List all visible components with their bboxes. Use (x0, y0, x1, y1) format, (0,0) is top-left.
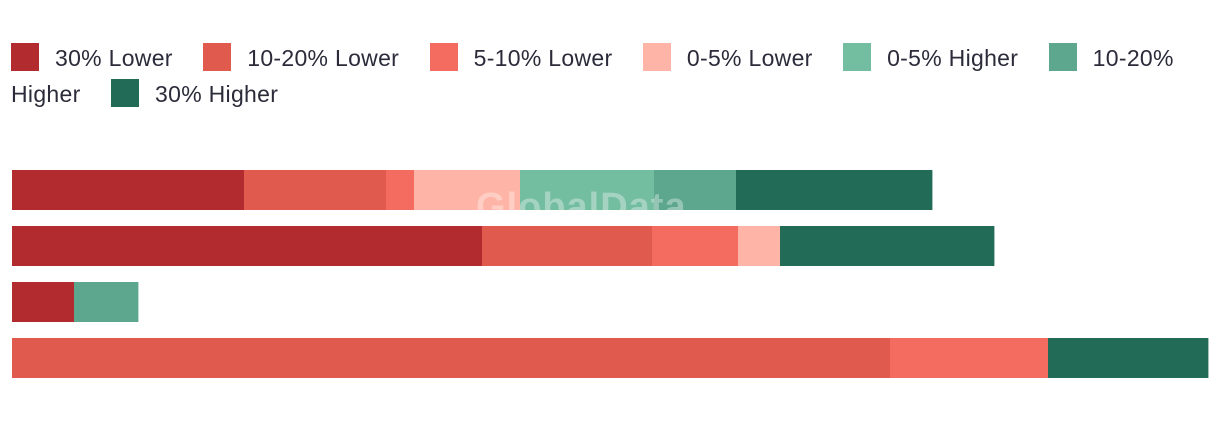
legend-label: 0-5% Lower (686, 45, 813, 71)
bar-segment (654, 170, 737, 210)
legend-label: 30% Higher (155, 81, 279, 107)
bar-segment (780, 226, 995, 266)
legend-item: 5-10% Lower (429, 43, 613, 71)
legend-label: 10-20% Higher (11, 45, 1174, 107)
bar-segment (244, 170, 387, 210)
legend-swatch (843, 43, 872, 71)
legend-swatch (429, 43, 458, 71)
legend-item: 30% Lower (11, 43, 173, 71)
bar-segment (386, 170, 415, 210)
legend-label: 10-20% Lower (247, 45, 400, 71)
legend-swatch (1048, 43, 1077, 71)
bar-segment (414, 170, 521, 210)
bar-segment (1048, 338, 1209, 378)
bar-segment (12, 338, 891, 378)
bar-segment (890, 338, 1049, 378)
bar-segment (12, 226, 483, 266)
legend-swatch (203, 43, 232, 71)
legend-item: 10-20% Lower (203, 43, 400, 71)
legend-item: 0-5% Lower (642, 43, 813, 71)
bar-segment (12, 282, 75, 322)
legend-item: 10-20% Higher (11, 43, 1174, 107)
bar-segment (74, 282, 139, 322)
bar-segment (736, 170, 933, 210)
legend-label: 30% Lower (55, 45, 173, 71)
bar-segment (520, 170, 655, 210)
legend-swatch (111, 79, 140, 107)
bar-segment (738, 226, 781, 266)
watermark: GlobalData (476, 186, 687, 228)
bar-segment (482, 226, 653, 266)
legend: 30% Lower 10-20% Lower 5-10% Lower 0-5% … (11, 40, 1211, 112)
bar-segment (12, 170, 245, 210)
legend-swatch (642, 43, 671, 71)
legend-label: 5-10% Lower (473, 45, 613, 71)
legend-swatch (11, 43, 39, 71)
legend-label: 0-5% Higher (887, 45, 1019, 71)
legend-item: 30% Higher (111, 79, 279, 107)
legend-item: 0-5% Higher (843, 43, 1019, 71)
bar-segment (652, 226, 739, 266)
